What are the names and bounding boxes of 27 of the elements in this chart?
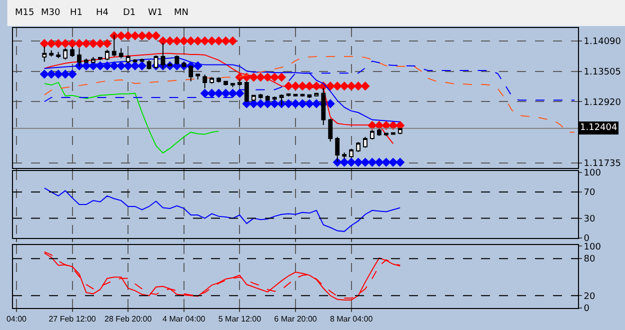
text: H1	[70, 8, 82, 18]
y-tick-label: 0	[584, 234, 590, 244]
ref-line-label: 1.12404	[580, 123, 618, 133]
y-tick-label: 0	[584, 304, 590, 314]
y-tick-label: 20	[584, 292, 596, 302]
y-tick-label: 1.13505	[584, 67, 622, 78]
text: MN	[174, 8, 188, 18]
y-tick-label: 100	[584, 168, 602, 178]
x-tick-label: 27 Feb 12:00	[48, 314, 96, 324]
y-tick-label: 1.12920	[584, 98, 622, 108]
x-tick-label: 8 Mar 04:00	[330, 314, 374, 324]
y-tick-label: 70	[584, 188, 596, 198]
x-tick-label: 04:00	[6, 314, 28, 324]
x-tick-label: 4 Mar 04:00	[162, 314, 206, 324]
x-tick-label: 28 Feb 20:00	[104, 314, 152, 324]
x-tick-label: 5 Mar 12:00	[218, 314, 262, 324]
y-tick-label: 100	[584, 242, 602, 252]
text: H4	[96, 8, 109, 18]
y-tick-label: 30	[584, 214, 596, 224]
y-tick-label: 1.14090	[584, 37, 622, 48]
y-tick-label: 80	[584, 254, 596, 265]
text: W1	[148, 8, 163, 18]
y-tick-label: 1.11735	[584, 159, 622, 170]
x-tick-label: 6 Mar 20:00	[274, 314, 318, 324]
text: M30	[41, 8, 60, 18]
text: M15	[15, 8, 34, 18]
text: D1	[123, 8, 136, 18]
